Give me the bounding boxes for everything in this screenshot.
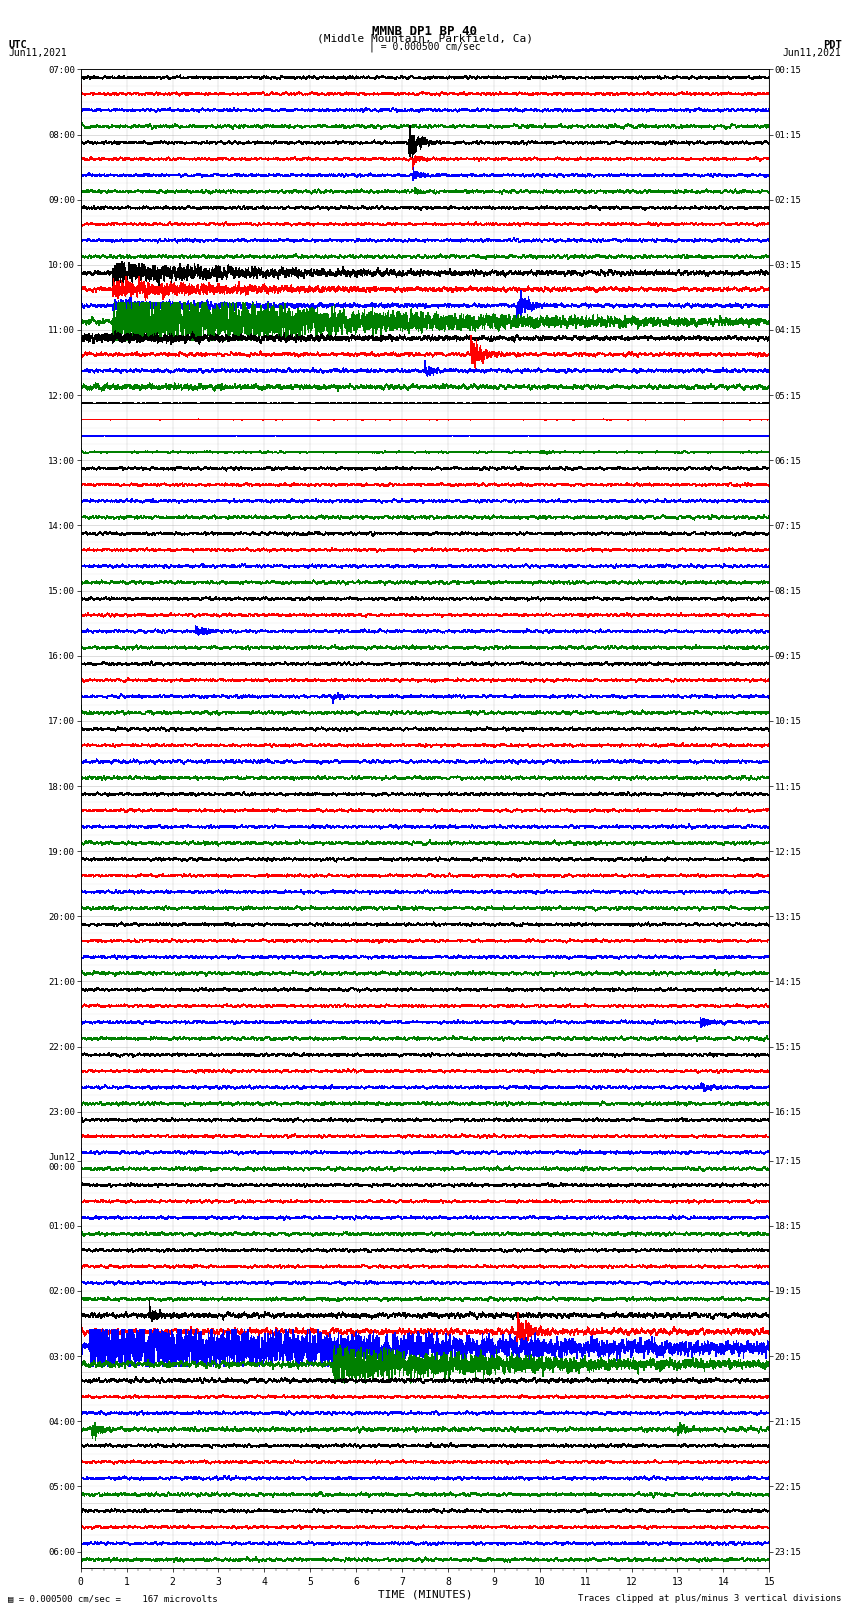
Text: Jun11,2021: Jun11,2021 xyxy=(783,48,842,58)
Text: UTC: UTC xyxy=(8,40,27,50)
Text: MMNB DP1 BP 40: MMNB DP1 BP 40 xyxy=(372,24,478,39)
Text: | = 0.000500 cm/sec: | = 0.000500 cm/sec xyxy=(369,40,481,52)
Text: Jun11,2021: Jun11,2021 xyxy=(8,48,67,58)
Text: (Middle Mountain, Parkfield, Ca): (Middle Mountain, Parkfield, Ca) xyxy=(317,32,533,44)
X-axis label: TIME (MINUTES): TIME (MINUTES) xyxy=(377,1590,473,1600)
Text: PDT: PDT xyxy=(823,40,842,50)
Text: ▤ = 0.000500 cm/sec =    167 microvolts: ▤ = 0.000500 cm/sec = 167 microvolts xyxy=(8,1594,218,1603)
Text: Traces clipped at plus/minus 3 vertical divisions: Traces clipped at plus/minus 3 vertical … xyxy=(578,1594,842,1603)
